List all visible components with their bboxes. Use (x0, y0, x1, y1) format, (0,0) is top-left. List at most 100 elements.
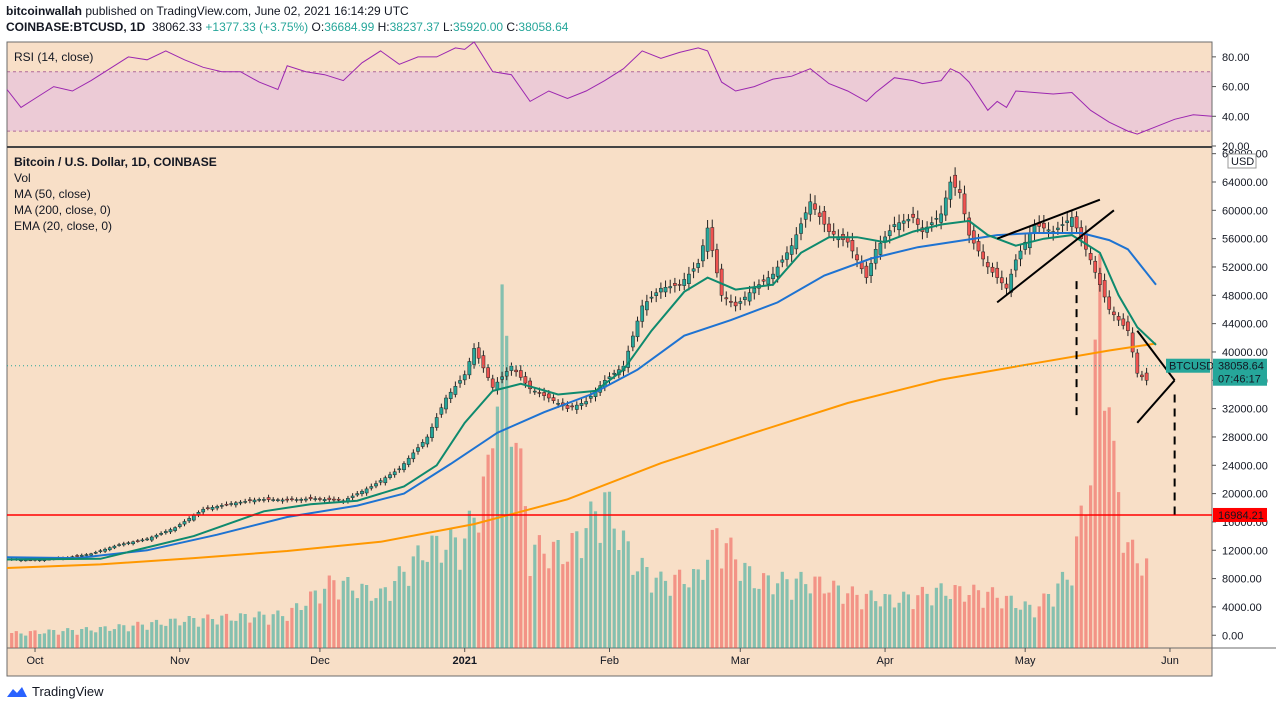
volume-bar (1131, 539, 1135, 648)
chart-frame (6, 41, 1213, 677)
rsi-tick-label: 40.00 (1222, 111, 1250, 123)
volume-bar (799, 571, 803, 648)
candle-body (957, 189, 962, 193)
volume-bar (841, 603, 845, 648)
candle-body (1084, 233, 1088, 250)
volume-bar (537, 535, 541, 648)
volume-bar (1065, 579, 1069, 648)
candle-body (1102, 280, 1107, 298)
volume-bar (967, 595, 971, 648)
close-label: C: (506, 20, 519, 34)
volume-bar (1121, 552, 1125, 648)
volume-bar (393, 581, 397, 648)
volume-bar (533, 544, 537, 648)
volume-bar (299, 610, 303, 648)
candle-body (532, 390, 537, 393)
time-tick-label: Oct (26, 655, 43, 667)
volume-bar (514, 442, 518, 648)
candle-body (1023, 241, 1028, 250)
volume-bar (75, 634, 79, 648)
candle-body (84, 554, 89, 556)
volume-bar (42, 633, 46, 648)
candle-body (154, 534, 159, 538)
candle-body (392, 471, 397, 476)
time-axis-bg (7, 648, 1212, 676)
volume-bar (229, 620, 233, 648)
candle-body (490, 378, 495, 388)
volume-bar (1018, 609, 1023, 648)
volume-bar (523, 506, 527, 648)
candle-body (135, 540, 140, 542)
candle-body (467, 361, 472, 376)
candle-body (383, 477, 388, 484)
volume-bar (869, 590, 873, 648)
chart-title: Bitcoin / U.S. Dollar, 1D, COINBASE (14, 155, 217, 169)
candle-body (103, 548, 107, 552)
volume-bar (1046, 594, 1051, 648)
volume-bar (500, 284, 504, 648)
volume-bar (519, 448, 523, 648)
candle-body (794, 234, 799, 250)
candle-body (831, 230, 836, 235)
candle-body (691, 268, 696, 272)
candle-body (327, 497, 332, 500)
candle-body (364, 488, 369, 494)
price-tick-label: 32000.00 (1222, 404, 1268, 416)
volume-bar (720, 568, 724, 648)
volume-bar (958, 586, 962, 648)
volume-bar (430, 535, 434, 648)
candle-body (682, 279, 687, 286)
volume-bar (692, 569, 696, 648)
candle-body (219, 505, 224, 507)
candle-body (985, 262, 990, 268)
volume-bar (897, 602, 901, 648)
volume-bar (271, 614, 275, 648)
volume-bar (706, 559, 710, 648)
symbol-label: COINBASE:BTCUSD, 1D (6, 20, 146, 34)
volume-bar (1060, 571, 1065, 648)
volume-bar (150, 622, 154, 648)
volume-bar (243, 614, 247, 648)
volume-bar (748, 566, 752, 648)
volume-bar (425, 561, 429, 648)
price-tick-label: 52000.00 (1222, 262, 1268, 274)
price-tick-label: 4000.00 (1222, 602, 1262, 614)
volume-bar (715, 528, 719, 648)
rising-wedge-line (996, 209, 1115, 304)
tradingview-brand[interactable]: TradingView (6, 684, 104, 699)
candle-body (869, 263, 873, 276)
time-tick-label: Jun (1161, 655, 1179, 667)
volume-bar (304, 605, 308, 648)
price-tag (1213, 358, 1267, 386)
volume-bar (505, 335, 509, 648)
volume-bar (556, 540, 560, 648)
volume-bar (252, 617, 257, 648)
volume-bar (56, 634, 60, 648)
candle-body (855, 254, 859, 261)
candle-body (252, 499, 257, 503)
volume-bar (24, 635, 28, 648)
publish-date: published on TradingView.com, June 02, 2… (85, 4, 409, 18)
candle-body (434, 417, 439, 428)
candle-body (163, 531, 168, 534)
publish-info: bitcoinwallah published on TradingView.c… (6, 4, 409, 18)
candle-body (285, 498, 290, 501)
candle-body (556, 403, 560, 405)
ma200-line (6, 342, 1157, 569)
volume-bar (1014, 608, 1018, 648)
candle-body (336, 498, 341, 501)
symbol-tag-label: BTCUSD (1169, 361, 1214, 373)
volume-bar (1089, 485, 1093, 648)
time-tick-label: Apr (876, 655, 893, 667)
volume-bar (52, 630, 56, 648)
volume-bar (28, 631, 32, 648)
candle-body (486, 367, 490, 378)
volume-bar (332, 580, 336, 648)
candle-body (182, 521, 187, 525)
volume-bar (874, 601, 878, 648)
volume-bar (1093, 339, 1097, 648)
candle-body (948, 181, 953, 200)
candle-body (1144, 372, 1149, 381)
volume-bar (860, 609, 864, 648)
